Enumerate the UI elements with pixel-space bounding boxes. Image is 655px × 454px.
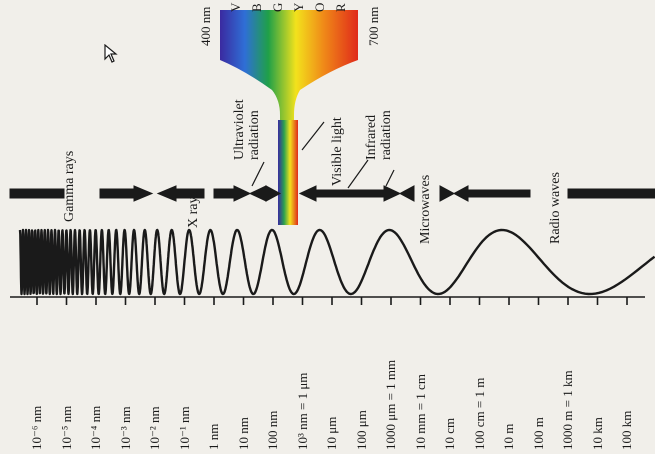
wavelength-wave: [18, 228, 655, 296]
axis-tick-label: 10⁻⁶ nm: [29, 405, 44, 450]
axis-tick-label: 10 nm: [235, 417, 251, 450]
spectrum-end-label: 700 nm: [366, 6, 381, 46]
axis-tick-label: 100 nm: [265, 410, 280, 450]
microwaves-label: Microwaves: [418, 174, 433, 244]
axis-tick-label: 10⁻¹ nm: [176, 406, 192, 450]
axis-tick-label: 100 m: [530, 417, 546, 450]
axis-tick-label: 10³ nm = 1 μm: [294, 372, 310, 450]
gamma-rays-label: Gamma rays: [62, 150, 77, 222]
axis-ticks: [36, 297, 628, 305]
axis-tick-label: 1000 μm = 1 mm: [383, 359, 398, 450]
axis-tick-label: 100 cm = 1 m: [471, 377, 487, 450]
radio-waves-label: Radio waves: [548, 172, 563, 244]
axis-tick-label: 10⁻² nm: [147, 406, 162, 450]
spectrum-band-letter: R: [333, 3, 348, 12]
ultraviolet-label: Ultraviolet radiation: [232, 99, 262, 160]
spectrum-band-letter: O: [312, 2, 327, 12]
axis-tick-label: 100 μm: [353, 410, 369, 450]
axis-tick-label: 10⁻⁴ nm: [88, 405, 103, 450]
axis-tick-label: 100 km: [619, 410, 634, 450]
spectrum-start-label: 400 nm: [198, 6, 213, 46]
axis-tick-label: 1 nm: [206, 423, 221, 450]
x-rays-label: X rays: [186, 191, 201, 228]
spectrum-band-letter: V: [228, 2, 243, 12]
axis-tick-label: 10⁻⁵ nm: [58, 405, 74, 450]
mouse-cursor-icon: [104, 44, 118, 63]
axis-tick-label: 10⁻³ nm: [117, 406, 133, 450]
axis-tick-label: 10 m: [501, 423, 516, 450]
spectrum-band-letter: G: [270, 2, 285, 12]
infrared-label: Infrared radiation: [364, 110, 394, 160]
spectrum-band-letter: Y: [291, 2, 306, 12]
axis-tick-label: 10 μm: [324, 416, 339, 450]
axis-tick-label: 1000 m = 1 km: [560, 370, 575, 450]
axis-tick-label: 10 km: [589, 417, 605, 450]
spectrum-band-letter: B: [249, 3, 264, 12]
axis-tick-label: 10 mm = 1 cm: [412, 374, 428, 450]
visible-spectrum-funnel: [220, 10, 358, 225]
region-band: [9, 185, 655, 202]
visible-light-label: Visible light: [330, 117, 345, 186]
axis-tick-label: 10 cm: [442, 417, 457, 450]
callout-lines: [251, 121, 395, 189]
